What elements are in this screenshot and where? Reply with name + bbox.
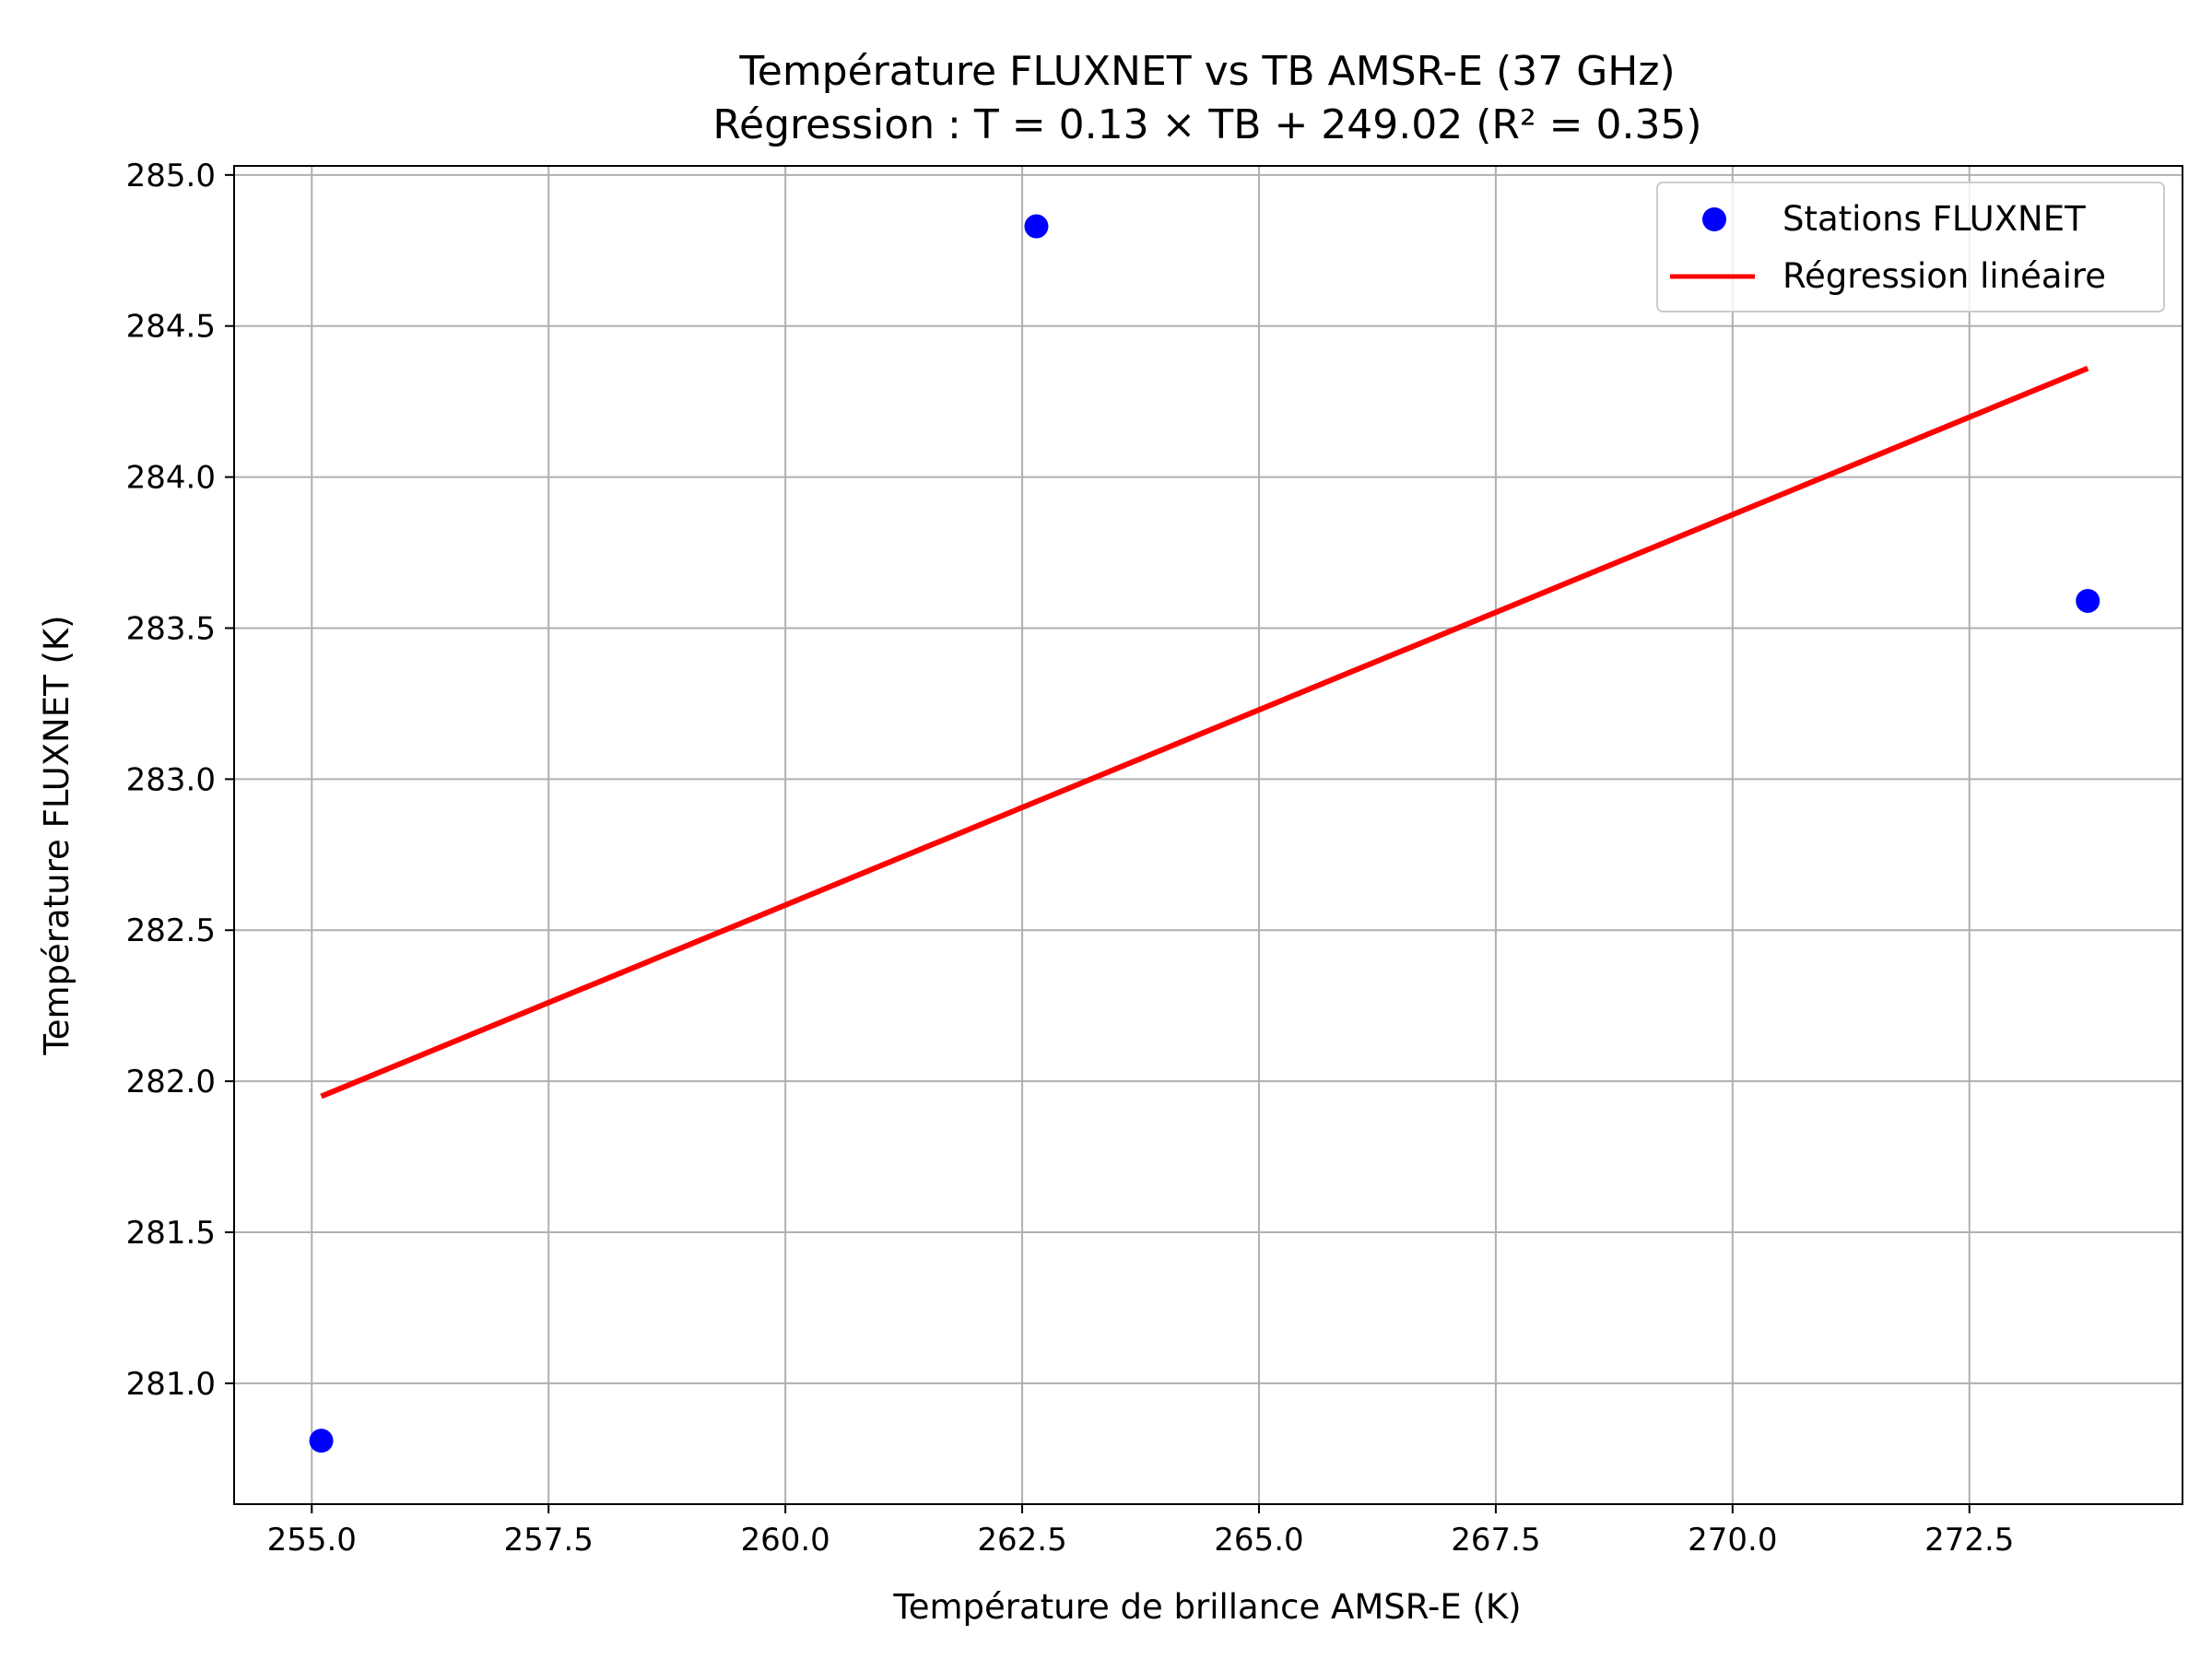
- chart-subtitle: Régression : T = 0.13 × TB + 249.02 (R² …: [712, 101, 1701, 148]
- x-tick-label: 255.0: [267, 1522, 357, 1559]
- legend-box: [1656, 182, 2165, 312]
- x-axis-label: Température de brillance AMSR-E (K): [892, 1587, 1521, 1627]
- y-tick-label: 281.5: [126, 1215, 216, 1252]
- y-tick-label: 283.5: [126, 610, 216, 647]
- station-point: [1024, 214, 1049, 239]
- regression-line: [320, 365, 2089, 1100]
- x-tick-label: 272.5: [1924, 1522, 2014, 1559]
- y-axis-ticks: 281.0 281.5 282.0 282.5 283.0 283.5 284.0 284.5…: [126, 158, 234, 1403]
- x-tick-label: 260.0: [740, 1522, 830, 1559]
- chart-title: Température FLUXNET vs TB AMSR-E (37 GHz…: [738, 48, 1675, 95]
- y-tick-label: 282.5: [126, 912, 216, 949]
- x-tick-label: 267.5: [1451, 1522, 1540, 1559]
- y-axis-label: Température FLUXNET (K): [37, 615, 76, 1055]
- station-point: [309, 1429, 334, 1453]
- y-tick-label: 284.5: [126, 309, 216, 346]
- legend-label-regression: Régression linéaire: [1783, 256, 2106, 296]
- plot-frame: [233, 165, 2183, 1505]
- x-tick-label: 257.5: [504, 1522, 594, 1559]
- y-tick-label: 283.0: [126, 761, 216, 798]
- x-tick-label: 265.0: [1214, 1522, 1303, 1559]
- x-axis-ticks: 255.0 257.5 260.0 262.5 265.0 267.5 270.0 272.5: [267, 1504, 2014, 1559]
- scatter-points-layer: [309, 214, 2100, 1453]
- grid-lines: [234, 166, 2183, 1504]
- y-tick-label: 285.0: [126, 158, 216, 194]
- legend: Stations FLUXNET Régression linéaire: [1656, 182, 2165, 312]
- y-tick-label: 281.0: [126, 1366, 216, 1403]
- x-tick-label: 270.0: [1688, 1522, 1777, 1559]
- regression-line-layer: [320, 365, 2089, 1100]
- y-tick-label: 282.0: [126, 1064, 216, 1100]
- legend-marker-stations: [1702, 207, 1726, 231]
- y-tick-label: 284.0: [126, 460, 216, 497]
- x-tick-label: 262.5: [977, 1522, 1066, 1559]
- station-point: [2076, 588, 2100, 613]
- legend-label-stations: Stations FLUXNET: [1783, 199, 2086, 239]
